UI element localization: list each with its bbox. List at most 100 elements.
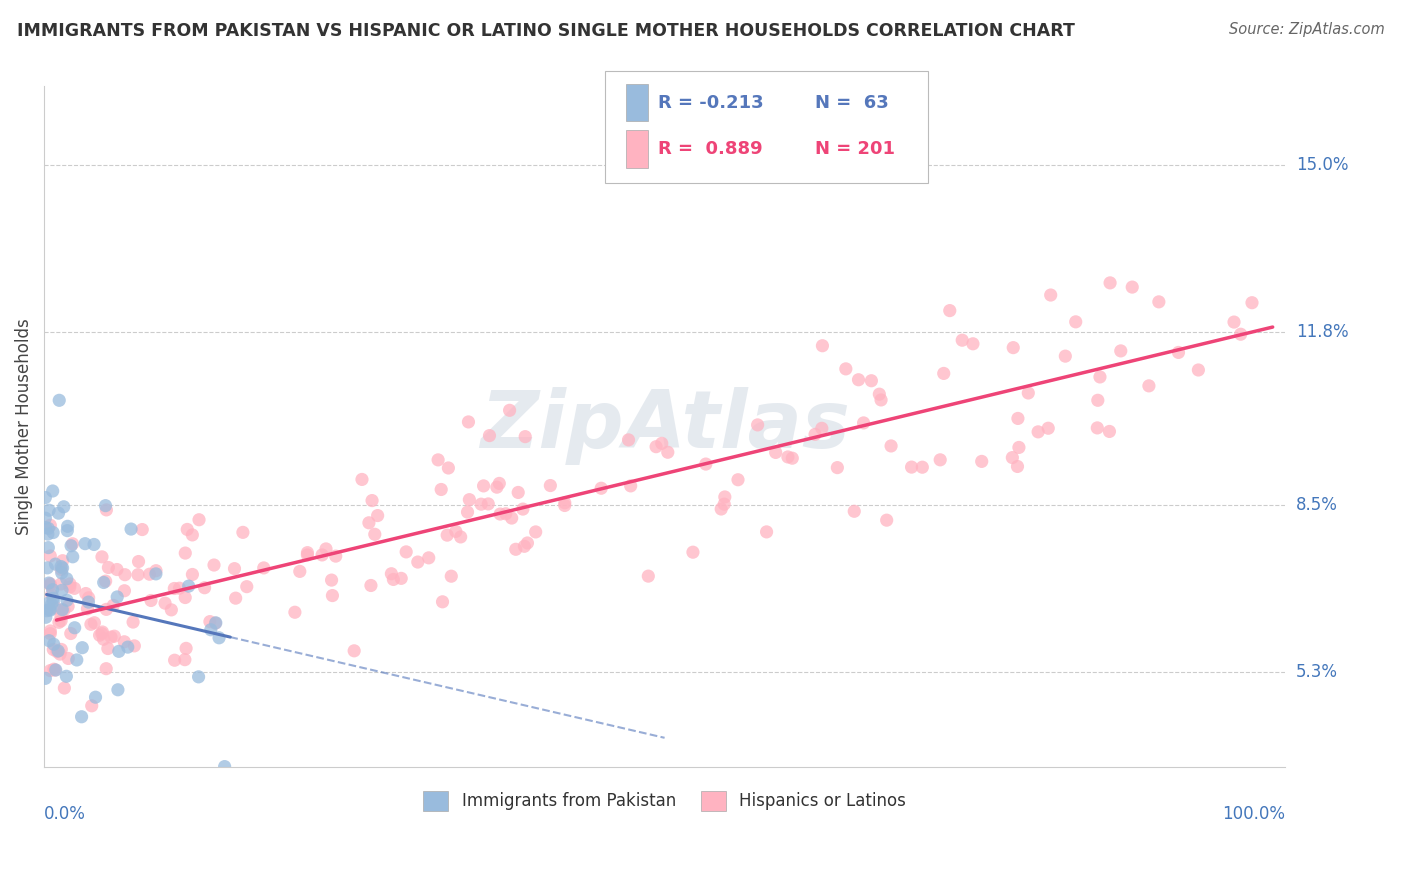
Point <box>49 577 72 591</box>
Point <box>939 303 962 318</box>
Point <box>38 596 60 610</box>
Point <box>848 373 870 387</box>
Point <box>747 417 769 432</box>
Point <box>200 623 222 637</box>
Point <box>457 415 479 429</box>
Point <box>169 581 191 595</box>
Point <box>1008 441 1031 455</box>
Point <box>367 508 389 523</box>
Point <box>56 519 79 533</box>
Point <box>1007 411 1029 425</box>
Point <box>46 644 69 658</box>
Point <box>83 615 105 630</box>
Text: 5.3%: 5.3% <box>1296 664 1339 681</box>
Point <box>645 440 668 454</box>
Point <box>75 586 97 600</box>
Point <box>538 478 561 492</box>
Point <box>776 450 799 464</box>
Point <box>37 541 59 555</box>
Point <box>44 663 66 677</box>
Point <box>876 513 898 527</box>
Point <box>145 564 167 578</box>
Point <box>208 631 231 645</box>
Point <box>380 566 402 581</box>
Point <box>321 573 343 587</box>
Point <box>1098 425 1121 439</box>
Point <box>204 616 226 631</box>
Point <box>37 521 59 535</box>
Point <box>105 562 128 576</box>
Point <box>58 651 80 665</box>
Point <box>515 430 537 444</box>
Point <box>1109 343 1132 358</box>
Point <box>827 460 849 475</box>
Point <box>695 457 717 471</box>
Point <box>1121 280 1143 294</box>
Point <box>94 574 117 588</box>
Text: 0.0%: 0.0% <box>44 805 86 823</box>
Point <box>315 541 337 556</box>
Point <box>48 393 70 408</box>
Point <box>124 639 146 653</box>
Point <box>188 513 211 527</box>
Point <box>38 633 60 648</box>
Point <box>77 595 100 609</box>
Point <box>39 603 62 617</box>
Point <box>844 504 866 518</box>
Point <box>505 542 527 557</box>
Point <box>389 571 412 585</box>
Point <box>198 615 221 629</box>
Point <box>41 483 63 498</box>
Point <box>1017 386 1039 401</box>
Point <box>37 527 59 541</box>
Point <box>37 561 59 575</box>
Point <box>232 525 254 540</box>
Point <box>932 367 955 381</box>
Point <box>34 520 56 534</box>
Point <box>72 640 94 655</box>
Point <box>176 523 198 537</box>
Point <box>75 536 97 550</box>
Point <box>364 527 387 541</box>
Point <box>41 588 63 602</box>
Point <box>284 605 307 619</box>
Point <box>1088 370 1111 384</box>
Point <box>42 594 65 608</box>
Point <box>174 591 197 605</box>
Point <box>288 565 311 579</box>
Text: 11.8%: 11.8% <box>1296 323 1348 342</box>
Point <box>432 595 454 609</box>
Point <box>39 518 62 533</box>
Point <box>112 583 135 598</box>
Point <box>253 561 276 575</box>
Point <box>89 628 111 642</box>
Point <box>1026 425 1049 439</box>
Point <box>80 698 103 713</box>
Point <box>96 503 118 517</box>
Point <box>59 626 82 640</box>
Point <box>97 641 120 656</box>
Point <box>591 481 613 495</box>
Point <box>181 528 204 542</box>
Y-axis label: Single Mother Households: Single Mother Households <box>15 318 32 535</box>
Point <box>177 579 200 593</box>
Point <box>440 569 463 583</box>
Point <box>105 590 128 604</box>
Point <box>297 548 319 562</box>
Point <box>437 461 460 475</box>
Point <box>1137 379 1160 393</box>
Point <box>765 445 787 459</box>
Point <box>395 545 418 559</box>
Point <box>174 546 197 560</box>
Point <box>34 511 56 525</box>
Point <box>103 599 125 613</box>
Point <box>1039 288 1062 302</box>
Point <box>56 593 79 607</box>
Point <box>49 647 72 661</box>
Point <box>458 492 481 507</box>
Point <box>382 573 405 587</box>
Point <box>1099 276 1122 290</box>
Point <box>350 472 373 486</box>
Point <box>811 339 834 353</box>
Point <box>35 604 58 618</box>
